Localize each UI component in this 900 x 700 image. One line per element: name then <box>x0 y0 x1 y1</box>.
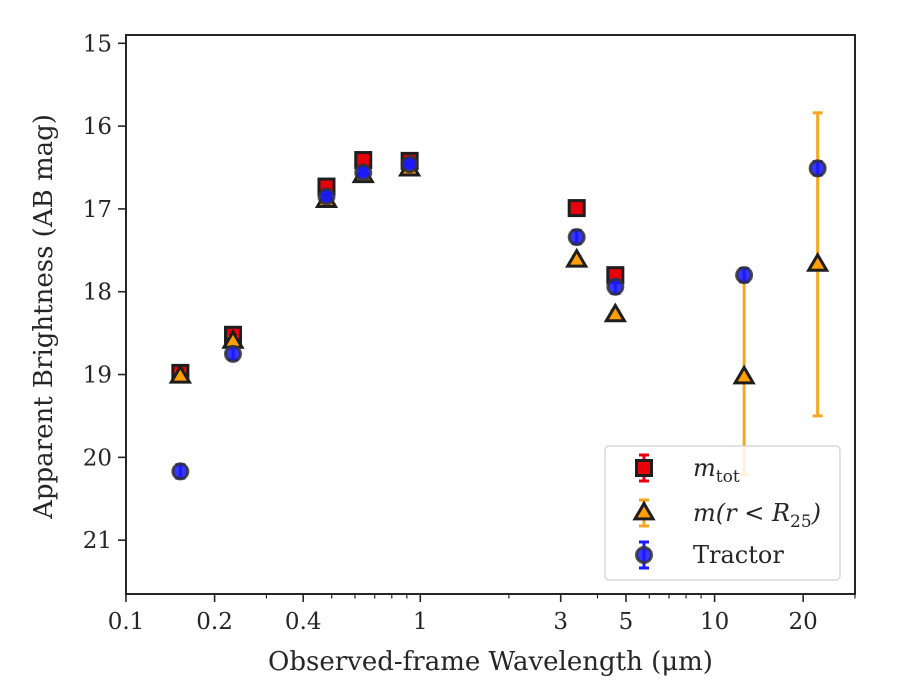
x-tick-label: 0.1 <box>108 609 145 635</box>
y-tick-label: 18 <box>83 280 112 306</box>
legend-marker <box>632 500 656 521</box>
point-m-r25 <box>806 251 830 272</box>
y-tick-label: 21 <box>83 528 112 554</box>
x-axis-label: Observed-frame Wavelength (μm) <box>268 647 713 677</box>
x-tick-label: 0.4 <box>285 609 322 635</box>
axis-ticks: 0.1 0.2 0.4 1 3 5 10 20 15 16 17 18 19 20 21 <box>83 31 856 635</box>
point-m-r25 <box>168 363 192 384</box>
point-tractor <box>606 277 625 296</box>
y-axis-label: Apparent Brightness (AB mag) <box>29 114 59 520</box>
legend-box <box>604 445 841 581</box>
x-tick-label: 0.2 <box>196 609 233 635</box>
point-m-r25 <box>603 302 627 323</box>
y-tick-label: 15 <box>83 31 112 57</box>
legend-label: m(r < R25) <box>693 499 821 532</box>
point-tractor <box>317 187 336 206</box>
x-tick-label: 5 <box>619 609 634 635</box>
point-tractor <box>567 228 586 247</box>
plot-marks <box>168 111 830 481</box>
point-tractor <box>808 159 827 178</box>
legend-label: Tractor <box>693 541 784 569</box>
legend-marker <box>635 459 653 477</box>
point-mtot <box>567 199 586 218</box>
x-tick-label: 3 <box>553 609 568 635</box>
point-tractor <box>354 163 373 182</box>
x-tick-label: 1 <box>413 609 428 635</box>
point-m-r25 <box>732 364 756 385</box>
plot-frame <box>125 34 856 595</box>
x-tick-label: 20 <box>789 609 818 635</box>
y-tick-label: 17 <box>83 197 112 223</box>
x-tick-label: 10 <box>700 609 729 635</box>
point-tractor <box>735 266 754 285</box>
y-tick-label: 20 <box>83 445 112 471</box>
point-tractor <box>224 344 243 363</box>
series-tractor <box>171 155 827 481</box>
y-tick-label: 16 <box>83 114 112 140</box>
point-tractor <box>400 155 419 174</box>
series-m-r25 <box>168 111 830 477</box>
point-m-r25 <box>565 247 589 268</box>
y-tick-label: 19 <box>83 363 112 389</box>
legend-marker <box>635 546 653 564</box>
legend: mtot m(r < R25) Tractor <box>604 445 841 581</box>
legend-label: mtot <box>693 454 740 487</box>
point-tractor <box>171 462 190 481</box>
